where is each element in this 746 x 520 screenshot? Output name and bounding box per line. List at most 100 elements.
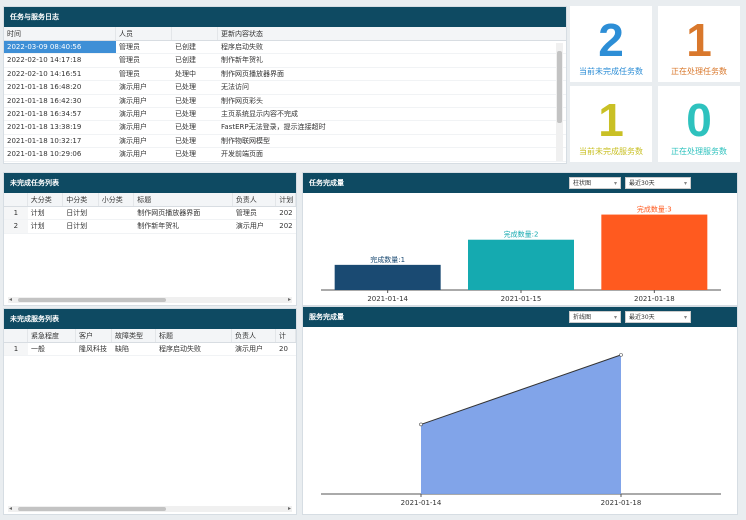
stat-value: 1 xyxy=(570,94,652,146)
task-chart-panel: 任务完成量 柱状图 ▾ 最近30天 ▾ 完成数量:1 2021-01-14 完成数量… xyxy=(302,172,738,306)
table-cell: 制作新年贺礼 xyxy=(218,54,558,66)
stat-label: 当前未完成任务数 xyxy=(570,66,652,77)
column-header[interactable]: 标题 xyxy=(134,193,233,206)
stat-tile: 2 当前未完成任务数 xyxy=(570,6,652,82)
column-header[interactable]: 标题 xyxy=(156,329,232,342)
row-number: 1 xyxy=(4,207,28,219)
x-tick-label: 2021-01-15 xyxy=(501,295,542,303)
column-header[interactable]: 故障类型 xyxy=(112,329,156,342)
table-cell: 一般 xyxy=(28,343,76,355)
scroll-right-icon[interactable]: ▸ xyxy=(288,296,291,303)
table-cell: 主页系统显示内容不完成 xyxy=(218,108,558,120)
table-cell: 演示用户 xyxy=(116,81,172,93)
stat-label: 正在处理任务数 xyxy=(658,66,740,77)
area-fill xyxy=(421,355,621,494)
stat-label: 当前未完成服务数 xyxy=(570,146,652,157)
table-cell: 制作网页播放器界面 xyxy=(134,207,233,219)
table-cell: 已处理 xyxy=(172,108,218,120)
table-row[interactable]: 2021-01-18 13:38:19 演示用户 已处理 FastERP无法登录，提示… xyxy=(4,121,566,134)
table-row[interactable]: 2021-01-18 10:29:06 演示用户 已处理 开发前端页面 xyxy=(4,148,566,161)
column-header[interactable]: 计 xyxy=(276,329,296,342)
log-vscroll[interactable] xyxy=(556,43,563,161)
chart-type-select[interactable]: 折线图 ▾ xyxy=(569,311,621,323)
table-cell xyxy=(99,207,135,219)
chevron-down-icon: ▾ xyxy=(614,178,617,190)
task-hscroll[interactable]: ◂ ▸ xyxy=(8,297,292,303)
table-cell: 2021-01-18 16:34:57 xyxy=(4,108,116,120)
range-select[interactable]: 最近30天 ▾ xyxy=(625,177,691,189)
table-cell: 缺陷 xyxy=(112,343,156,355)
col-update[interactable]: 更新内容状态 xyxy=(218,27,558,40)
log-vscroll-thumb[interactable] xyxy=(557,51,562,123)
column-header[interactable]: 大分类 xyxy=(28,193,64,206)
service-hscroll[interactable]: ◂ ▸ xyxy=(8,506,292,512)
table-cell: 20 xyxy=(276,343,296,355)
table-cell: 2021-01-18 10:29:06 xyxy=(4,148,116,160)
service-grid-body: 1 一般 隆风科技 缺陷 程序启动失败 演示用户 20 xyxy=(4,343,296,356)
table-row[interactable]: 2021-01-18 10:32:17 演示用户 已处理 制作物联网模型 xyxy=(4,135,566,148)
task-list-panel: 未完成任务列表 大分类 中分类 小分类 标题 负责人 计划 1 计划 日计划 制作网页播放器界面… xyxy=(3,172,297,306)
data-point xyxy=(420,423,423,426)
column-header[interactable] xyxy=(4,193,28,206)
task-hscroll-thumb[interactable] xyxy=(18,298,166,302)
col-status[interactable] xyxy=(172,27,218,40)
task-grid-body: 1 计划 日计划 制作网页播放器界面 管理员 202 2 计划 日计划 制作新年贺礼 演示用户 202 xyxy=(4,207,296,234)
scroll-left-icon[interactable]: ◂ xyxy=(9,505,12,512)
table-cell: 演示用户 xyxy=(116,121,172,133)
service-hscroll-thumb[interactable] xyxy=(18,507,166,511)
scroll-right-icon[interactable]: ▸ xyxy=(288,505,291,512)
col-person[interactable]: 人员 xyxy=(116,27,172,40)
table-cell: 程序启动失败 xyxy=(218,41,558,53)
table-cell: 管理员 xyxy=(233,207,276,219)
chart-type-select[interactable]: 柱状图 ▾ xyxy=(569,177,621,189)
range-value: 最近30天 xyxy=(629,314,655,321)
column-header[interactable] xyxy=(4,329,28,342)
service-chart-header: 服务完成量 折线图 ▾ 最近30天 ▾ xyxy=(303,307,737,327)
column-header[interactable]: 负责人 xyxy=(232,329,276,342)
chart-type-value: 折线图 xyxy=(573,314,591,321)
service-chart-title: 服务完成量 xyxy=(309,313,344,321)
table-row[interactable]: 2022-02-10 14:17:18 管理员 已创建 制作新年贺礼 xyxy=(4,54,566,67)
column-header[interactable]: 负责人 xyxy=(233,193,276,206)
table-cell: 已处理 xyxy=(172,121,218,133)
table-cell: 2021-01-18 16:48:20 xyxy=(4,81,116,93)
table-row[interactable]: 2021-01-18 16:42:30 演示用户 已处理 制作网页彩头 xyxy=(4,95,566,108)
table-row[interactable]: 2021-01-18 16:34:57 演示用户 已处理 主页系统显示内容不完成 xyxy=(4,108,566,121)
table-cell: 制作网页播放器界面 xyxy=(218,68,558,80)
table-cell: 管理员 xyxy=(116,68,172,80)
table-cell: 已创建 xyxy=(172,54,218,66)
table-cell: 2021-01-18 10:32:17 xyxy=(4,135,116,147)
task-bar-chart: 完成数量:12021-01-14完成数量:22021-01-15完成数量:320… xyxy=(303,194,738,306)
column-header[interactable]: 小分类 xyxy=(99,193,135,206)
column-header[interactable]: 紧急程度 xyxy=(28,329,76,342)
data-point xyxy=(620,353,623,356)
table-cell: 已创建 xyxy=(172,41,218,53)
table-row[interactable]: 2022-02-10 14:16:51 管理员 处理中 制作网页播放器界面 xyxy=(4,68,566,81)
column-header[interactable]: 中分类 xyxy=(63,193,99,206)
column-header[interactable]: 客户 xyxy=(76,329,112,342)
chevron-down-icon: ▾ xyxy=(684,312,687,324)
log-panel-title: 任务与服务日志 xyxy=(4,7,566,27)
table-cell: 2022-03-09 08:40:56 xyxy=(4,41,116,53)
table-cell: 202 xyxy=(276,207,296,219)
bar xyxy=(468,240,574,290)
table-row[interactable]: 1 一般 隆风科技 缺陷 程序启动失败 演示用户 20 xyxy=(4,343,296,356)
table-row[interactable]: 2 计划 日计划 制作新年贺礼 演示用户 202 xyxy=(4,220,296,233)
task-list-title: 未完成任务列表 xyxy=(4,173,296,193)
range-select[interactable]: 最近30天 ▾ xyxy=(625,311,691,323)
table-cell: 2021-01-18 13:38:19 xyxy=(4,121,116,133)
task-chart-header: 任务完成量 柱状图 ▾ 最近30天 ▾ xyxy=(303,173,737,193)
table-cell: 已处理 xyxy=(172,81,218,93)
stat-value: 1 xyxy=(658,14,740,66)
table-row[interactable]: 1 计划 日计划 制作网页播放器界面 管理员 202 xyxy=(4,207,296,220)
table-row[interactable]: 2021-01-18 16:48:20 演示用户 已处理 无法访问 xyxy=(4,81,566,94)
table-cell: 2022-02-10 14:17:18 xyxy=(4,54,116,66)
scroll-left-icon[interactable]: ◂ xyxy=(9,296,12,303)
column-header[interactable]: 计划 xyxy=(276,193,296,206)
col-time[interactable]: 时间 xyxy=(4,27,116,40)
stat-tile: 1 正在处理任务数 xyxy=(658,6,740,82)
chevron-down-icon: ▾ xyxy=(614,312,617,324)
data-label: 完成数量:1 xyxy=(370,255,405,264)
log-panel: 任务与服务日志 时间 人员 更新内容状态 2022-03-09 08:40:56… xyxy=(3,6,567,164)
table-row[interactable]: 2022-03-09 08:40:56 管理员 已创建 程序启动失败 xyxy=(4,41,566,54)
